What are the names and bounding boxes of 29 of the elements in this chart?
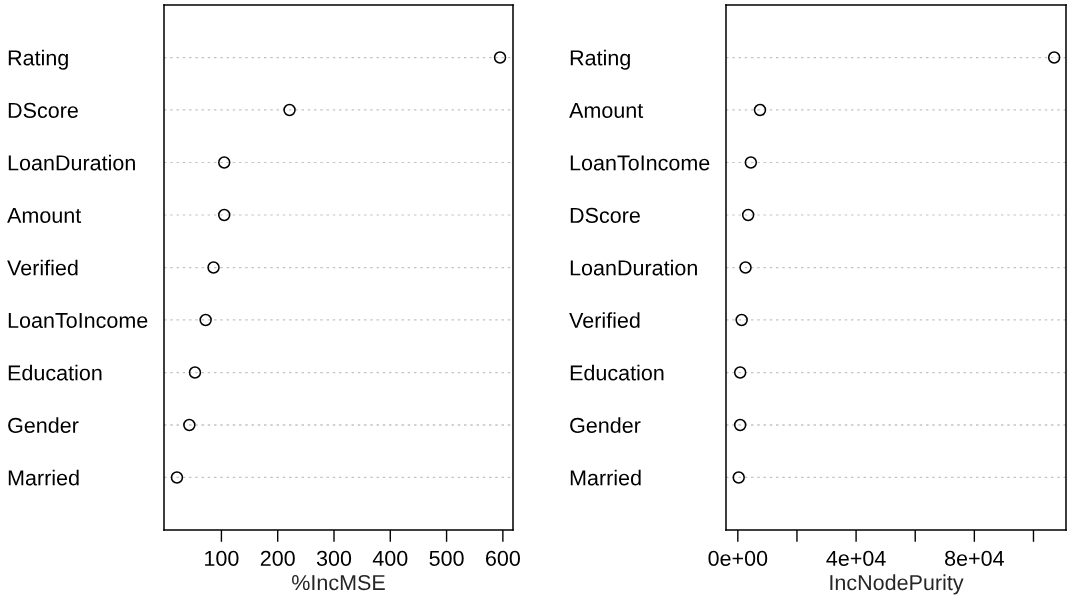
y-tick-label: Amount <box>569 102 644 119</box>
x-tick-label: 4e+04 <box>826 550 886 566</box>
x-axis-title: %IncMSE <box>292 574 385 591</box>
y-tick-label: Verified <box>7 259 78 276</box>
y-tick-label: DScore <box>570 207 640 224</box>
x-tick-label: 400 <box>372 550 408 566</box>
x-tick-label: 0e+00 <box>708 550 768 566</box>
y-tick-label: LoanDuration <box>8 154 135 171</box>
y-tick-label: Education <box>8 364 102 381</box>
y-tick-label: Rating <box>570 49 630 70</box>
y-tick-label: Amount <box>7 207 82 224</box>
y-tick-label: Married <box>570 469 641 486</box>
x-tick-label: 8e+04 <box>945 550 1004 566</box>
x-tick-label: 100 <box>205 550 239 566</box>
y-tick-label: Married <box>8 469 79 486</box>
y-tick-label: Rating <box>8 49 68 70</box>
y-tick-label: LoanToIncome <box>570 155 710 171</box>
x-axis-title: IncNodePurity <box>830 574 964 595</box>
y-tick-label: Gender <box>570 417 641 434</box>
y-tick-label: LoanDuration <box>570 259 697 276</box>
y-tick-label: Education <box>570 364 664 381</box>
x-tick-label: 200 <box>260 550 295 566</box>
y-tick-label: Verified <box>569 312 640 329</box>
y-tick-label: Gender <box>8 417 79 434</box>
x-tick-label: 500 <box>429 550 464 566</box>
y-tick-label: LoanToIncome <box>8 312 148 329</box>
y-tick-label: DScore <box>8 102 78 119</box>
x-tick-label: 300 <box>316 550 352 566</box>
x-tick-label: 600 <box>486 550 520 566</box>
